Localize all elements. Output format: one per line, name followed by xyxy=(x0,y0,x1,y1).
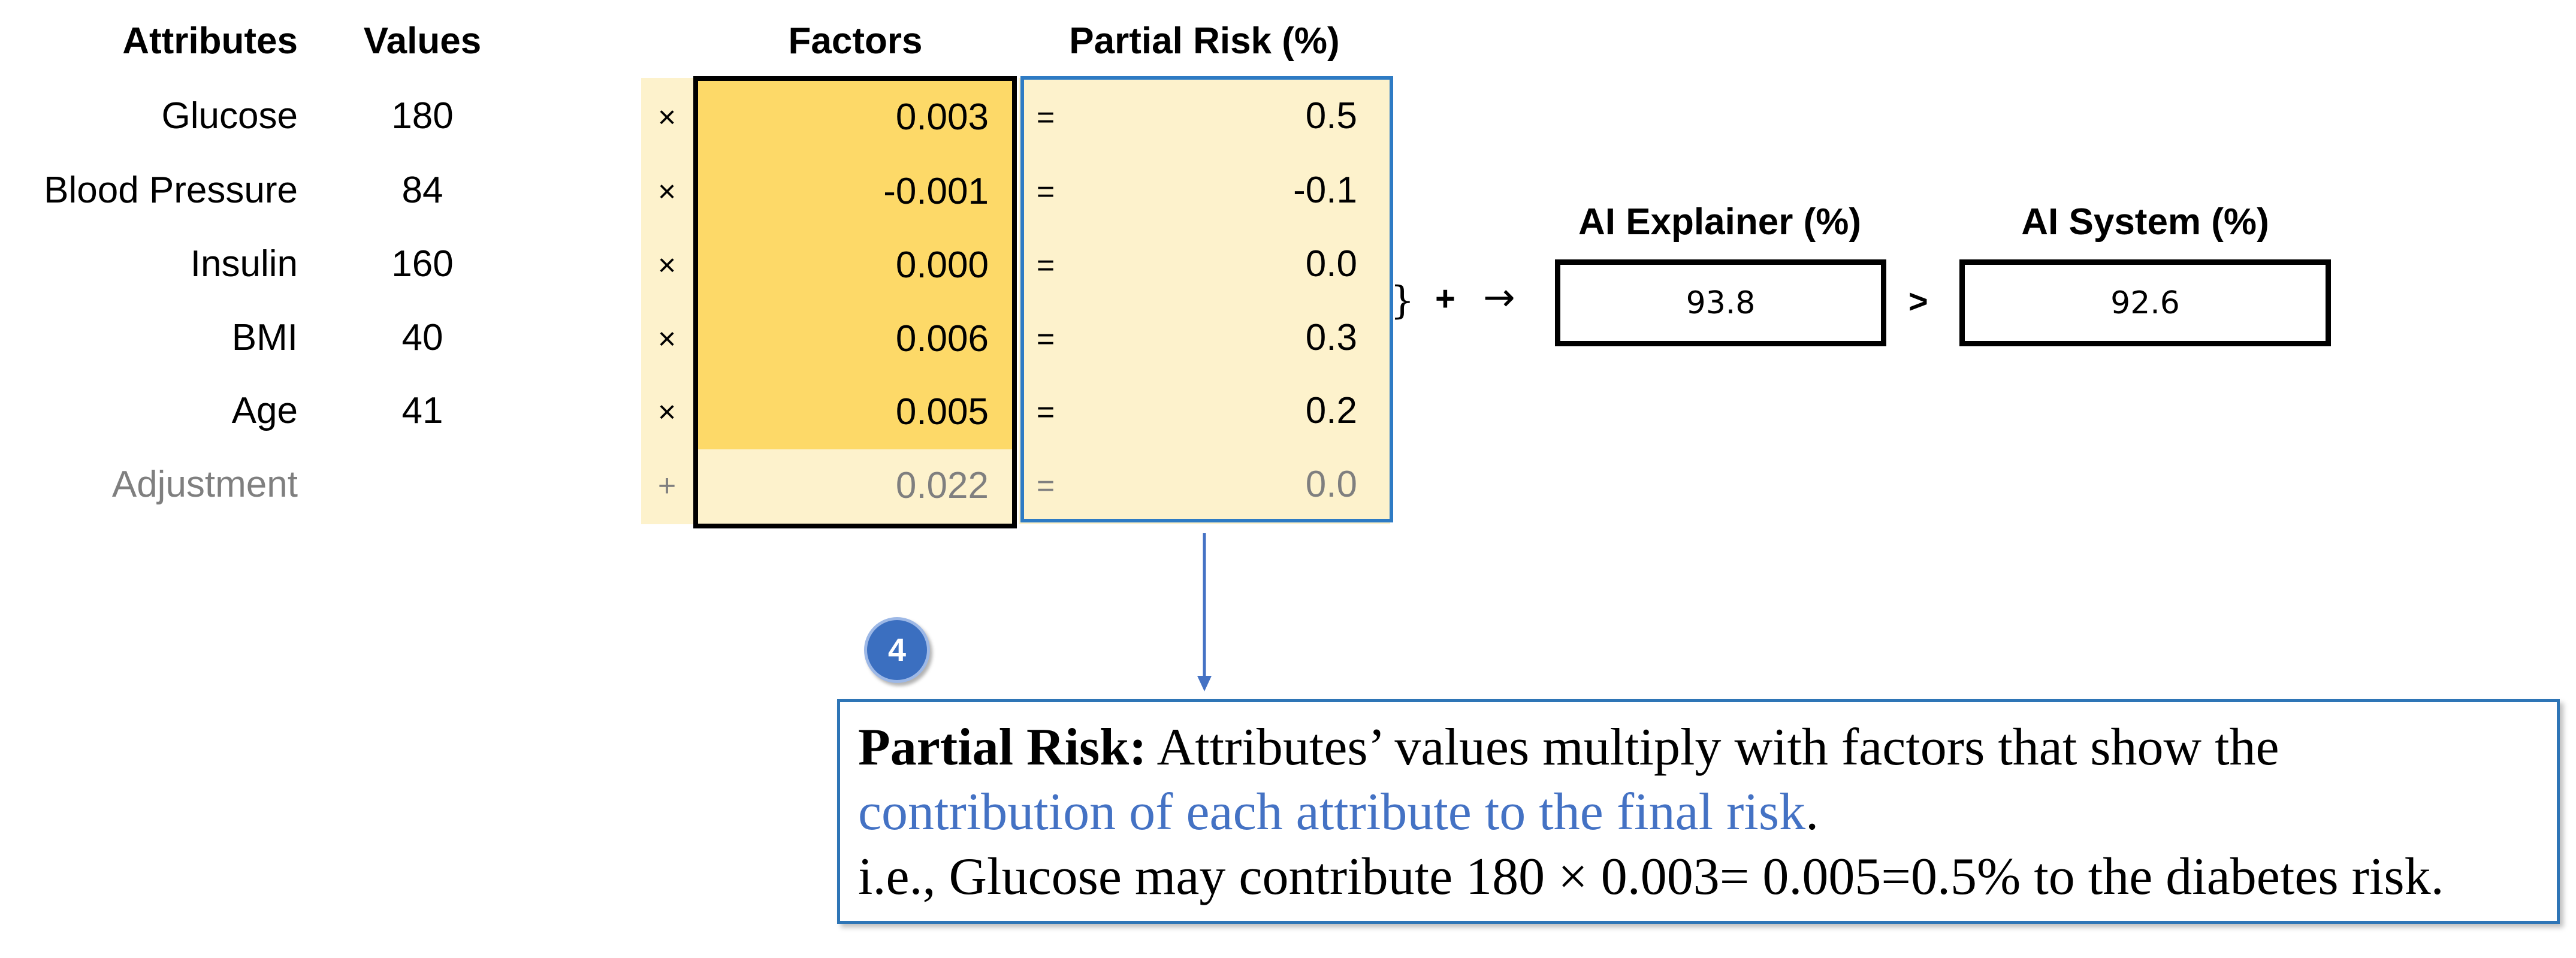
operator-band xyxy=(641,78,695,524)
equals-sign: = xyxy=(1036,248,1055,283)
attribute-value: 160 xyxy=(391,243,454,285)
factors-column-border xyxy=(693,76,1017,528)
multiply-sign: × xyxy=(657,248,677,283)
partial-risk-value: 0.0 xyxy=(1305,464,1357,505)
partial-risk-value: 0.2 xyxy=(1305,390,1357,431)
callout-line-2: contribution of each attribute to the fi… xyxy=(858,780,2557,845)
callout-example: i.e., Glucose may contribute 180 × 0.003… xyxy=(858,848,2444,906)
partial-risk-value: 0.3 xyxy=(1305,317,1357,358)
ai-explainer-box: 93.8 xyxy=(1555,259,1886,346)
ai-explainer-header: AI Explainer (%) xyxy=(1578,201,1861,243)
sum-brace: } xyxy=(1390,279,1415,323)
attribute-value: 41 xyxy=(401,390,443,431)
ai-system-header: AI System (%) xyxy=(2021,201,2269,243)
factor-value: 0.000 xyxy=(895,244,989,286)
callout-period: . xyxy=(1805,783,1819,841)
connector-arrow xyxy=(1197,533,1212,691)
step-badge: 4 xyxy=(864,617,930,683)
connector-arrowhead xyxy=(1197,676,1212,691)
ai-explainer-value: 93.8 xyxy=(1686,285,1756,321)
attribute-label: Blood Pressure xyxy=(44,170,298,211)
partial-risk-column-border xyxy=(1020,76,1393,522)
partial-risk-value: 0.5 xyxy=(1305,95,1357,137)
equals-sign: = xyxy=(1036,469,1055,503)
attribute-label: Insulin xyxy=(190,243,298,285)
ai-system-value: 92.6 xyxy=(2110,285,2180,321)
factor-value: 0.005 xyxy=(895,391,989,433)
attributes-header: Attributes xyxy=(122,20,298,62)
partial-risk-band xyxy=(1019,78,1390,524)
partial-risk-value: -0.1 xyxy=(1293,170,1357,211)
plus-sign: + xyxy=(657,469,677,503)
multiply-sign: × xyxy=(657,322,677,356)
factor-value: -0.001 xyxy=(883,171,989,212)
attribute-label: BMI xyxy=(231,317,298,358)
values-header: Values xyxy=(363,20,482,62)
attribute-label: Adjustment xyxy=(111,464,298,505)
attribute-label: Age xyxy=(231,390,298,431)
callout-line-1: Partial Risk: Attributes’ values multipl… xyxy=(858,715,2557,780)
attribute-value: 40 xyxy=(401,317,443,358)
attribute-value: 84 xyxy=(401,170,443,211)
sum-plus-sign: + xyxy=(1435,279,1455,318)
equals-sign: = xyxy=(1036,100,1055,135)
attribute-value: 180 xyxy=(391,95,454,137)
equals-sign: = xyxy=(1036,174,1055,209)
factor-value: 0.003 xyxy=(895,96,989,138)
equals-sign: = xyxy=(1036,322,1055,356)
factor-highlight-band xyxy=(641,78,1013,449)
equals-sign: = xyxy=(1036,395,1055,430)
callout-highlight: contribution of each attribute to the fi… xyxy=(858,783,1806,841)
factor-value: 0.006 xyxy=(895,318,989,359)
partial-risk-value: 0.0 xyxy=(1305,243,1357,285)
multiply-sign: × xyxy=(657,100,677,135)
factors-header: Factors xyxy=(788,20,923,62)
partial-risk-header: Partial Risk (%) xyxy=(1069,20,1340,62)
ai-system-box: 92.6 xyxy=(1959,259,2331,346)
partial-risk-callout: Partial Risk: Attributes’ values multipl… xyxy=(837,699,2560,924)
callout-text: Attributes’ values multiply with factors… xyxy=(1146,718,2279,776)
attribute-label: Glucose xyxy=(161,95,298,137)
step-number: 4 xyxy=(887,632,907,668)
adjustment-factor-band xyxy=(641,449,1013,524)
greater-than-sign: > xyxy=(1908,282,1928,320)
multiply-sign: × xyxy=(657,174,677,209)
right-arrow-icon: → xyxy=(1483,276,1515,320)
multiply-sign: × xyxy=(657,395,677,430)
callout-term: Partial Risk: xyxy=(858,718,1147,776)
factor-value: 0.022 xyxy=(895,465,989,506)
